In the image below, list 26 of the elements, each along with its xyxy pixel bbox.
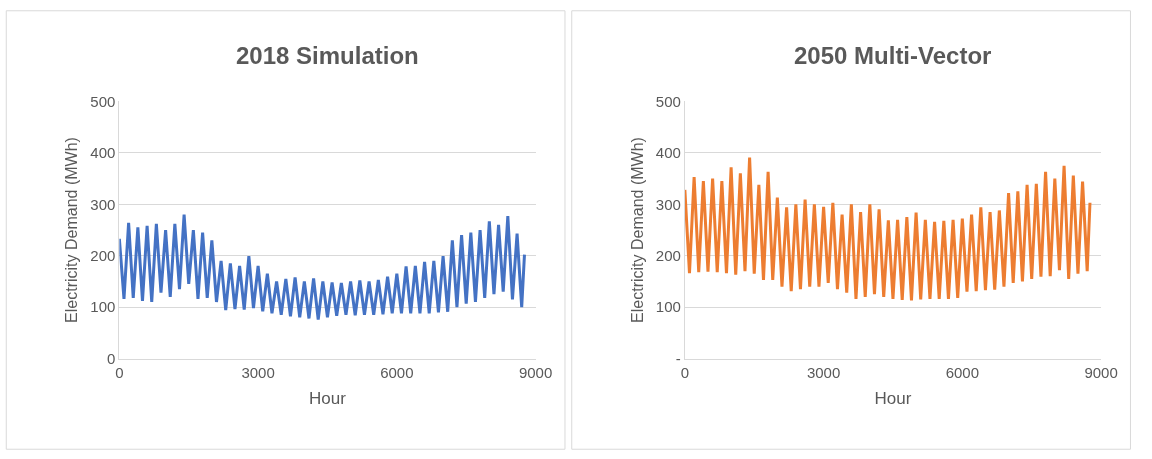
x-axis-title: Hour: [874, 388, 912, 408]
y-axis-title: Electricity Demand (MWh): [63, 137, 81, 323]
y-tick-label: 400: [90, 144, 116, 162]
line-series: [684, 155, 1092, 302]
y-tick-label: 100: [655, 298, 681, 316]
y-tick-label: 400: [655, 144, 681, 162]
x-tick-label: 3000: [806, 363, 841, 381]
x-axis-title: Hour: [309, 388, 347, 408]
y-tick-label: 300: [90, 195, 116, 213]
y-tick-label: 200: [655, 246, 681, 264]
y-tick-label: 500: [655, 92, 681, 110]
x-tick-label: 6000: [380, 363, 414, 381]
y-tick-label: 300: [655, 195, 681, 213]
y-tick-label: 500: [90, 92, 116, 110]
y-tick-label: 100: [90, 298, 116, 316]
x-tick-label: 6000: [945, 363, 980, 381]
x-tick-label: 9000: [1084, 363, 1118, 381]
y-tick-label: 0: [107, 349, 116, 367]
y-tick-label: 200: [90, 246, 116, 264]
chart-title: 2050 Multi-Vector: [794, 42, 992, 69]
y-tick-label: -: [675, 349, 681, 367]
x-tick-label: 9000: [518, 363, 553, 381]
chart-title: 2018 Simulation: [236, 42, 419, 69]
line-series: [119, 213, 526, 321]
x-tick-label: 3000: [241, 363, 275, 381]
y-axis-title: Electricity Demand (MWh): [628, 137, 646, 323]
